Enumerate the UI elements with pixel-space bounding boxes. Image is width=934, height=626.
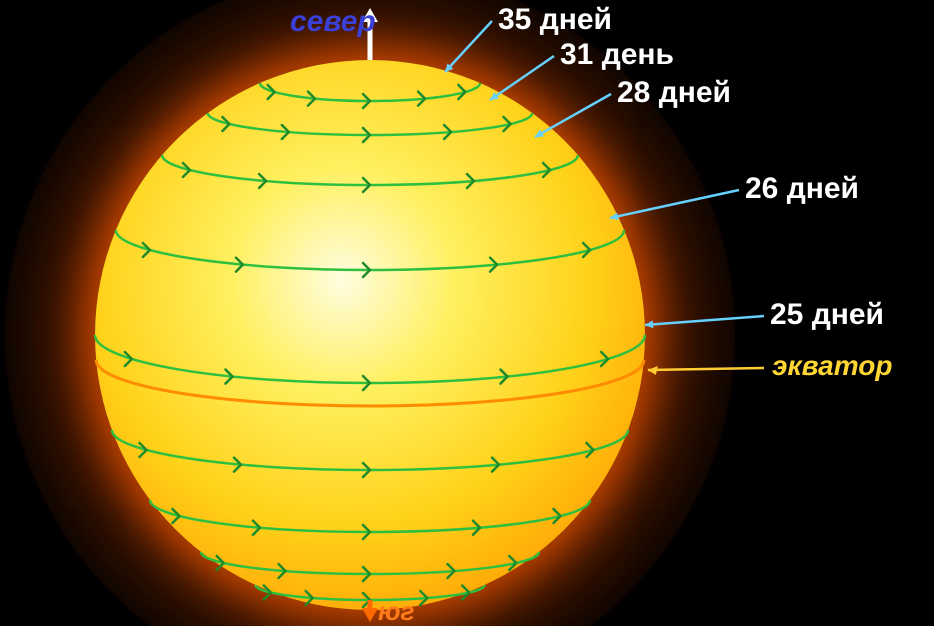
period-label-31: 31 день — [560, 38, 674, 72]
period-label-28: 28 дней — [617, 76, 731, 110]
south-label: юг — [378, 596, 414, 626]
period-label-26: 26 дней — [745, 172, 859, 206]
diagram-stage: север юг экватор 35 дней 31 день 28 дней… — [0, 0, 934, 626]
equator-label: экватор — [772, 350, 893, 382]
period-label-35: 35 дней — [498, 3, 612, 37]
period-label-25: 25 дней — [770, 298, 884, 332]
north-label: север — [290, 5, 376, 39]
sun-body — [95, 60, 645, 610]
